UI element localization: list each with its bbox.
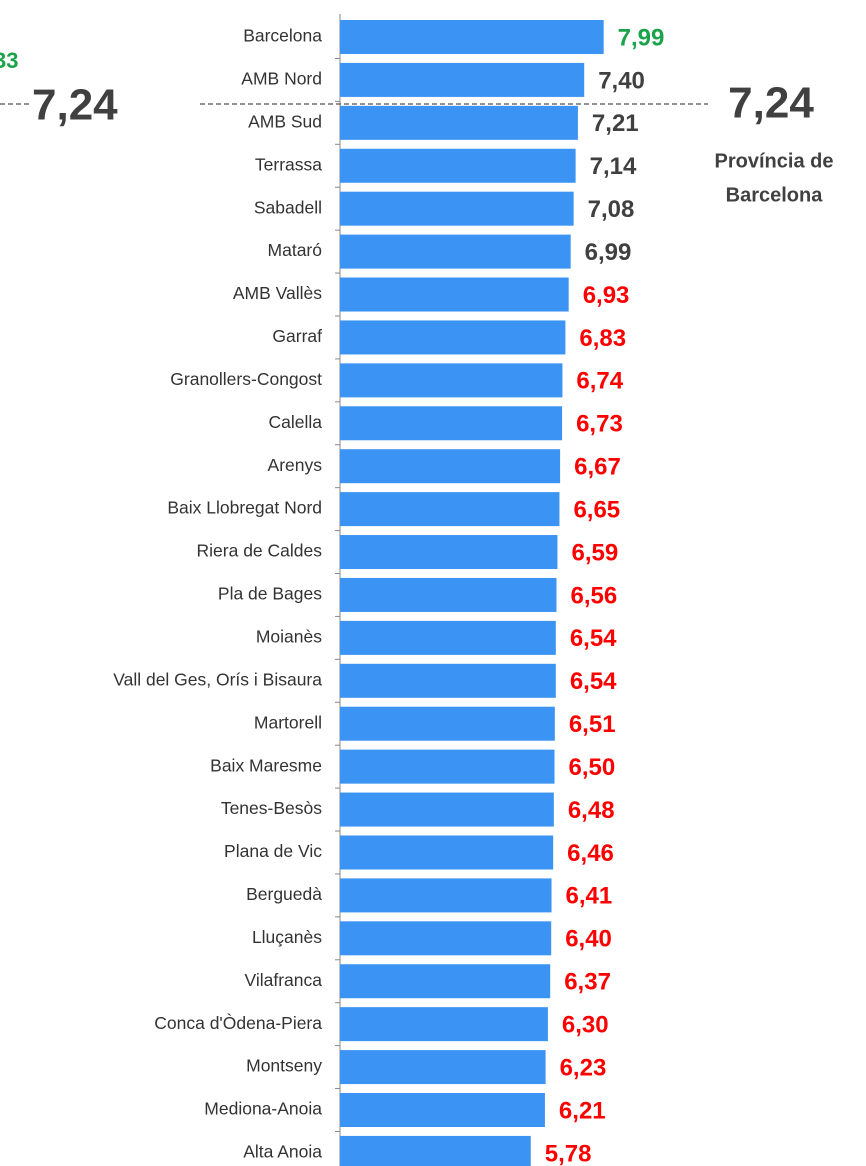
category-label: Garraf [272, 326, 322, 346]
bar [340, 706, 555, 741]
value-label: 6,40 [565, 926, 612, 953]
category-label: Baix Llobregat Nord [167, 498, 322, 518]
fragment-text: 7,24 [32, 81, 118, 130]
value-label: 7,14 [590, 153, 637, 180]
value-label: 6,54 [570, 625, 617, 652]
bar [340, 921, 552, 956]
value-label: 5,78 [545, 1140, 592, 1166]
value-label: 6,21 [559, 1097, 606, 1124]
bar [340, 792, 554, 827]
value-label: 7,08 [588, 196, 635, 223]
bar [340, 363, 563, 398]
value-label: 7,40 [598, 67, 645, 94]
category-label: Riera de Caldes [197, 541, 323, 561]
reference-caption: Província de [715, 150, 834, 172]
bar [340, 20, 604, 54]
bar [340, 1093, 545, 1127]
category-label: Alta Anoia [243, 1142, 322, 1162]
value-label: 6,48 [568, 797, 615, 824]
value-label: 6,30 [562, 1012, 609, 1039]
value-label: 6,51 [569, 711, 616, 738]
bar [340, 62, 585, 97]
category-label: Vilafranca [244, 970, 322, 990]
bar [340, 277, 569, 312]
bar [340, 620, 556, 655]
value-label: 6,46 [567, 840, 614, 867]
category-label: Mataró [268, 240, 322, 260]
value-label: 6,59 [571, 539, 618, 566]
category-label: Pla de Bages [218, 584, 322, 604]
bar [340, 234, 571, 269]
category-label: Martorell [254, 712, 322, 732]
category-label: Moianès [256, 627, 322, 647]
category-label: Lluçanès [252, 927, 322, 947]
bar [340, 148, 576, 183]
value-label: 6,83 [579, 325, 626, 352]
category-label: Plana de Vic [224, 841, 322, 861]
bar [340, 749, 555, 784]
bar [340, 406, 563, 441]
reference-label: 7,24 [728, 79, 814, 128]
value-label: 6,73 [576, 411, 623, 438]
reference-caption: Barcelona [726, 184, 824, 206]
bar [340, 535, 558, 570]
category-label: Conca d'Òdena-Piera [154, 1012, 322, 1033]
value-label: 6,54 [570, 668, 617, 695]
value-label: 6,56 [570, 582, 617, 609]
category-label: Berguedà [246, 884, 322, 904]
value-label: 6,23 [560, 1054, 607, 1081]
value-label: 6,99 [585, 239, 632, 266]
category-label: AMB Nord [241, 69, 322, 89]
category-label: Granollers-Congost [170, 369, 322, 389]
category-label: AMB Sud [248, 111, 322, 131]
category-label: AMB Vallès [233, 283, 322, 303]
bar [340, 835, 554, 870]
value-label: 6,41 [566, 883, 613, 910]
category-label: Baix Maresme [210, 755, 322, 775]
category-label: Barcelona [243, 26, 322, 46]
bar [340, 1050, 546, 1085]
bar [340, 320, 566, 355]
category-label: Vall del Ges, Orís i Bisaura [113, 669, 322, 689]
bar [340, 964, 551, 999]
category-label: Montseny [246, 1056, 322, 1076]
category-label: Sabadell [254, 197, 322, 217]
bar [340, 663, 556, 698]
category-label: Tenes-Besòs [221, 798, 322, 818]
value-label: 6,93 [583, 282, 630, 309]
bar [340, 878, 552, 913]
value-label: 7,99 [618, 24, 665, 51]
bar [340, 492, 560, 527]
bar [340, 449, 561, 484]
fragment-text: 33 [0, 48, 18, 73]
value-label: 6,37 [564, 969, 611, 996]
bar [340, 1007, 548, 1042]
category-label: Calella [269, 412, 323, 432]
value-label: 6,65 [573, 496, 620, 523]
category-label: Mediona-Anoia [204, 1099, 322, 1119]
bar [340, 105, 578, 140]
category-label: Arenys [268, 455, 323, 475]
bar [340, 577, 557, 612]
value-label: 6,74 [576, 368, 623, 395]
bar [340, 191, 574, 226]
bar [340, 1135, 531, 1166]
value-label: 6,50 [569, 754, 616, 781]
value-label: 6,67 [574, 454, 621, 481]
value-label: 7,21 [592, 110, 639, 137]
category-label: Terrassa [255, 154, 322, 174]
